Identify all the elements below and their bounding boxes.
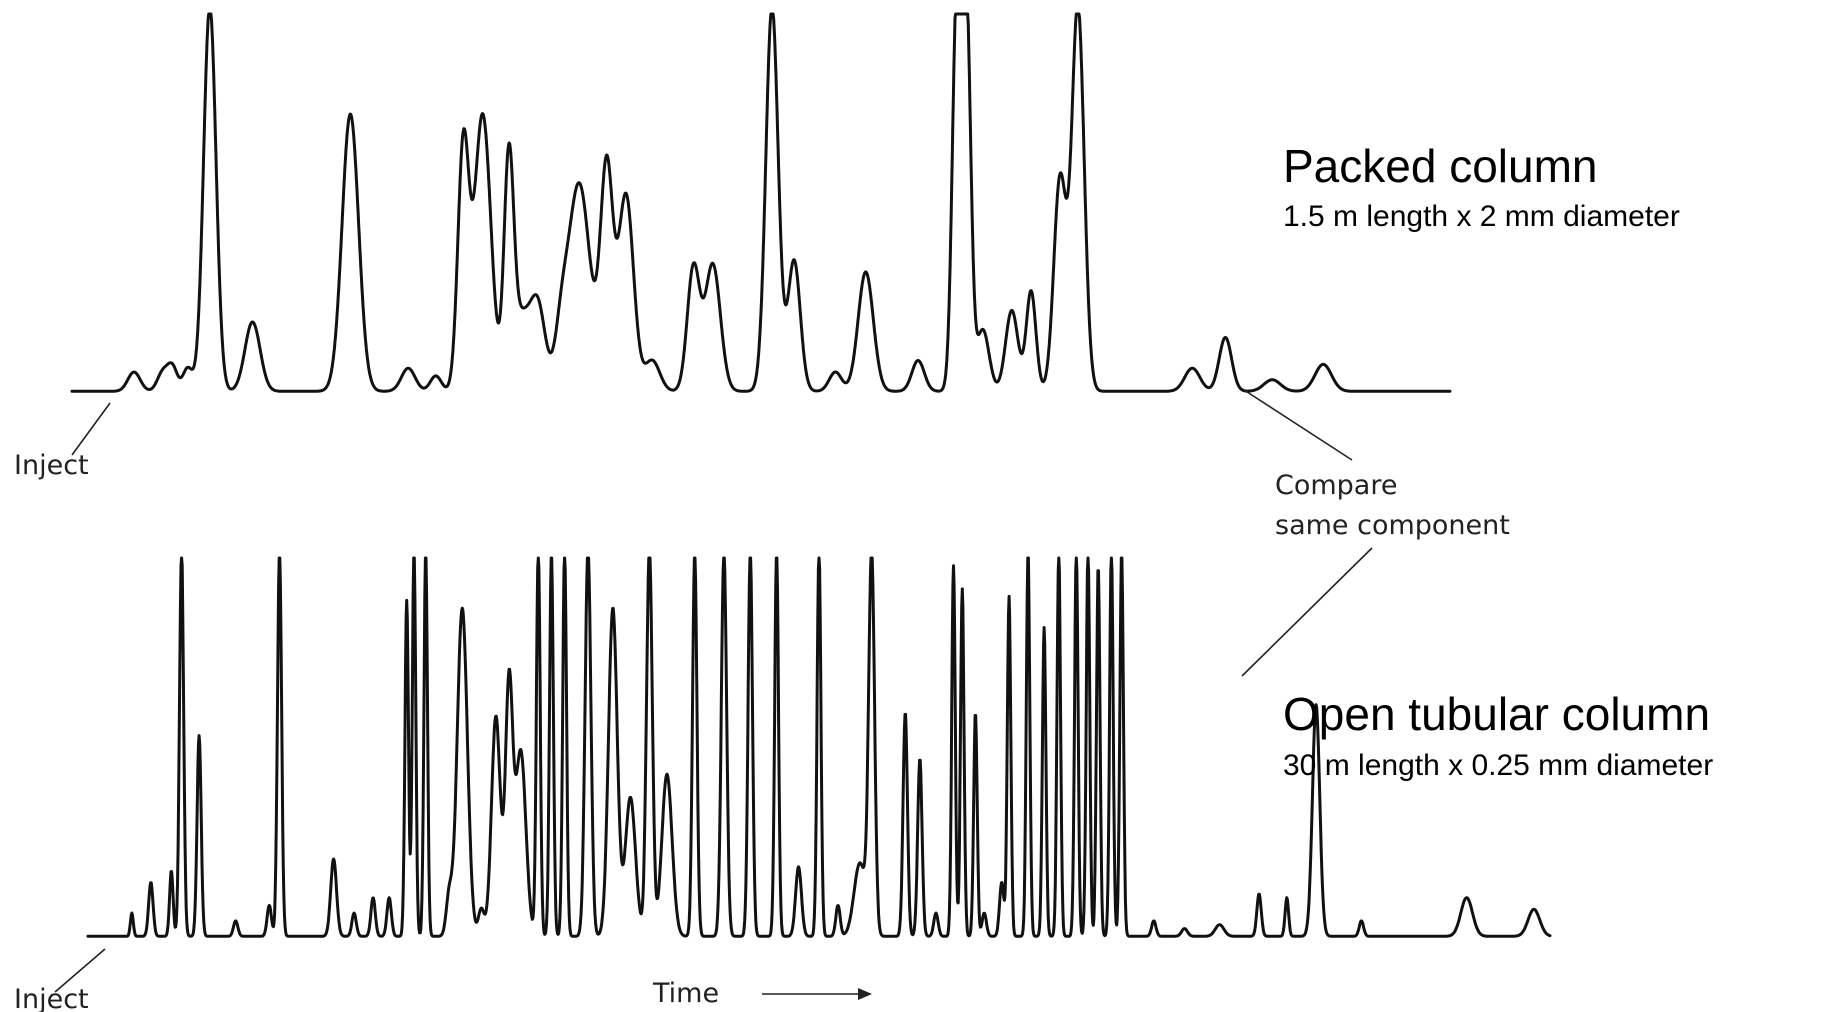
inject-label-bottom: Inject	[14, 984, 89, 1012]
inject-pointer-top	[71, 402, 111, 456]
packed-title: Packed column	[1283, 140, 1598, 192]
packed-dims: 1.5 m length x 2 mm diameter	[1283, 200, 1680, 233]
open-title: Open tubular column	[1283, 688, 1710, 740]
open-dims: 30 m length x 0.25 mm diameter	[1283, 749, 1713, 782]
time-label: Time	[652, 978, 719, 1009]
inject-pointer-bottom	[54, 948, 106, 993]
compare-pointer-top	[1240, 387, 1353, 461]
open-tubular-trace	[86, 556, 1552, 938]
packed-column-trace	[70, 12, 1452, 393]
time-arrow-head	[858, 988, 872, 1000]
compare-label-line1: Compare	[1275, 470, 1397, 501]
traces	[70, 12, 1552, 938]
compare-label-line2: same component	[1275, 510, 1510, 541]
inject-label-top: Inject	[14, 450, 89, 481]
compare-pointer-bottom	[1241, 547, 1373, 677]
